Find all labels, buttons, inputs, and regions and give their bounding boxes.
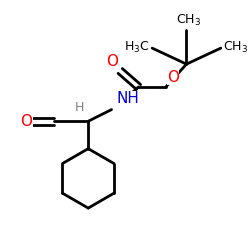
Text: NH: NH — [117, 92, 140, 106]
Text: CH$_3$: CH$_3$ — [223, 40, 248, 54]
Text: CH$_3$: CH$_3$ — [176, 12, 201, 28]
Text: O: O — [167, 70, 179, 85]
Text: H: H — [74, 102, 84, 114]
Text: H$_3$C: H$_3$C — [124, 40, 150, 54]
Text: O: O — [106, 54, 118, 69]
Text: O: O — [20, 114, 32, 129]
